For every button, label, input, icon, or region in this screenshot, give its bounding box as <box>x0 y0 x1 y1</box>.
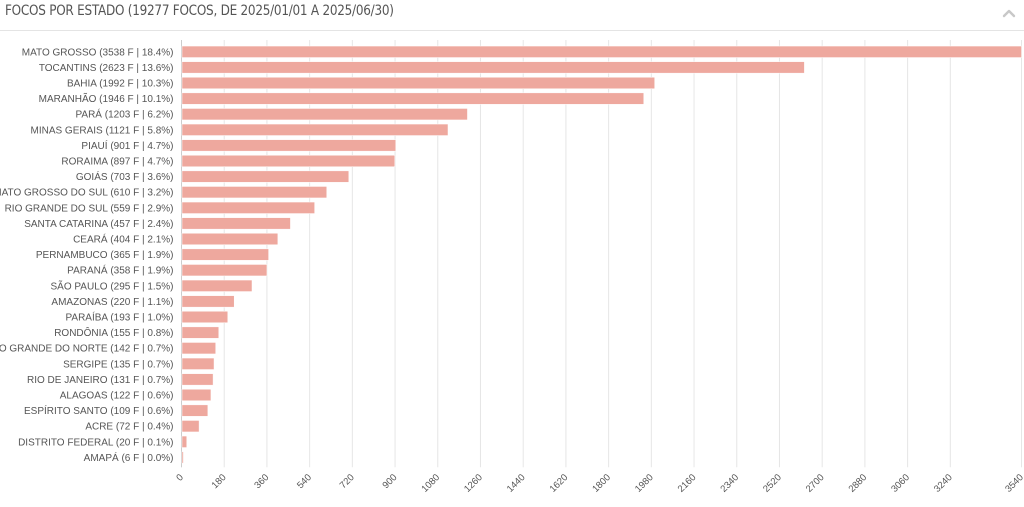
x-tick-label: 360 <box>252 472 271 491</box>
category-label: ALAGOAS (122 F | 0.6%) <box>60 391 174 402</box>
bar <box>181 108 468 121</box>
x-tick-label: 1800 <box>590 472 613 495</box>
bar <box>181 233 279 245</box>
category-label: PIAUÍ (901 F | 4.7%) <box>81 139 173 152</box>
category-label: GOIÁS (703 F | 3.6%) <box>76 170 174 183</box>
x-tick-label: 2340 <box>718 472 741 495</box>
bar <box>181 279 253 292</box>
category-label: PARAÍBA (193 F | 1.0%) <box>65 311 173 324</box>
x-tick-label: 180 <box>210 472 229 491</box>
category-label: SANTA CATARINA (457 F | 2.4%) <box>24 219 173 230</box>
x-tick-label: 2160 <box>676 472 699 495</box>
x-tick-label: 1080 <box>419 472 442 495</box>
bar <box>181 139 397 152</box>
x-tick-label: 540 <box>295 472 314 491</box>
category-label: AMAZONAS (220 F | 1.1%) <box>51 297 173 308</box>
x-tick-label: 900 <box>380 472 399 491</box>
chevron-up-icon[interactable] <box>1000 4 1018 22</box>
bar <box>181 92 645 105</box>
bar <box>181 45 1022 58</box>
bar <box>181 201 315 214</box>
category-label: CEARÁ (404 F | 2.1%) <box>73 233 173 246</box>
bar <box>181 373 214 386</box>
bar <box>181 357 215 370</box>
bar <box>181 186 327 199</box>
bar <box>181 451 184 464</box>
bar <box>181 170 350 183</box>
category-labels: MATO GROSSO (3538 F | 18.4%) TOCANTINS (2… <box>0 47 174 464</box>
category-label: RIO GRANDE DO NORTE (142 F | 0.7%) <box>0 344 174 355</box>
bar <box>181 295 235 308</box>
bar <box>181 420 200 433</box>
category-label: ESPÍRITO SANTO (109 F | 0.6%) <box>24 404 174 417</box>
panel-header: FOCOS POR ESTADO (19277 FOCOS, DE 2025/0… <box>0 0 1024 31</box>
x-tick-label: 2880 <box>847 472 870 495</box>
x-tick-label: 3060 <box>889 472 912 495</box>
bar-chart: MATO GROSSO (3538 F | 18.4%) TOCANTINS (2… <box>0 40 1024 495</box>
x-tick-label: 1980 <box>633 472 656 495</box>
bar <box>181 389 212 401</box>
bar <box>181 264 268 277</box>
x-tick-label: 2520 <box>761 472 784 495</box>
category-label: ACRE (72 F | 0.4%) <box>85 422 173 433</box>
x-tick-label: 1260 <box>462 472 485 495</box>
bar <box>181 155 396 167</box>
bar <box>181 77 655 89</box>
bar <box>181 248 269 261</box>
category-label: MARANHÃO (1946 F | 10.1%) <box>39 92 174 105</box>
category-label: PARANÁ (358 F | 1.9%) <box>67 264 173 277</box>
bar <box>181 342 216 355</box>
bar <box>181 61 805 74</box>
category-label: DISTRITO FEDERAL (20 F | 0.1%) <box>18 437 173 448</box>
category-label: SERGIPE (135 F | 0.7%) <box>63 359 173 370</box>
chart-area: MATO GROSSO (3538 F | 18.4%) TOCANTINS (2… <box>0 31 1024 502</box>
category-label: BAHIA (1992 F | 10.3%) <box>67 79 174 90</box>
category-label: MINAS GERAIS (1121 F | 5.8%) <box>30 125 173 136</box>
category-label: SÃO PAULO (295 F | 1.5%) <box>50 279 173 292</box>
bar <box>181 326 220 339</box>
category-label: RIO GRANDE DO SUL (559 F | 2.9%) <box>5 203 174 214</box>
bar <box>181 404 209 417</box>
x-tick-label: 1620 <box>548 472 571 495</box>
category-label: RIO DE JANEIRO (131 F | 0.7%) <box>27 375 174 386</box>
category-label: TOCANTINS (2623 F | 13.6%) <box>39 63 174 74</box>
bar <box>181 217 291 230</box>
bar <box>181 311 229 323</box>
panel-title: FOCOS POR ESTADO (19277 FOCOS, DE 2025/0… <box>5 3 394 19</box>
category-label: MATO GROSSO DO SUL (610 F | 3.2%) <box>0 188 174 199</box>
bars <box>181 45 1022 464</box>
x-tick-label: 1440 <box>505 472 528 495</box>
bar <box>181 435 187 448</box>
x-tick-label: 3540 <box>1003 472 1024 495</box>
x-tick-label: 720 <box>338 472 357 491</box>
x-axis-ticks: 0 180 360 540 720 900 1080 1260 1440 1620 1800 1980… <box>174 472 1024 495</box>
x-tick-label: 3240 <box>932 472 955 495</box>
x-tick-label: 0 <box>174 472 186 484</box>
bar <box>181 123 449 136</box>
category-label: RORAIMA (897 F | 4.7%) <box>61 157 173 168</box>
x-tick-label: 2700 <box>804 472 827 495</box>
category-label: MATO GROSSO (3538 F | 18.4%) <box>22 47 174 58</box>
category-label: PERNAMBUCO (365 F | 1.9%) <box>36 250 174 261</box>
category-label: AMAPÁ (6 F | 0.0%) <box>84 451 174 464</box>
category-label: PARÁ (1203 F | 6.2%) <box>75 108 173 121</box>
category-label: RONDÔNIA (155 F | 0.8%) <box>54 326 173 339</box>
